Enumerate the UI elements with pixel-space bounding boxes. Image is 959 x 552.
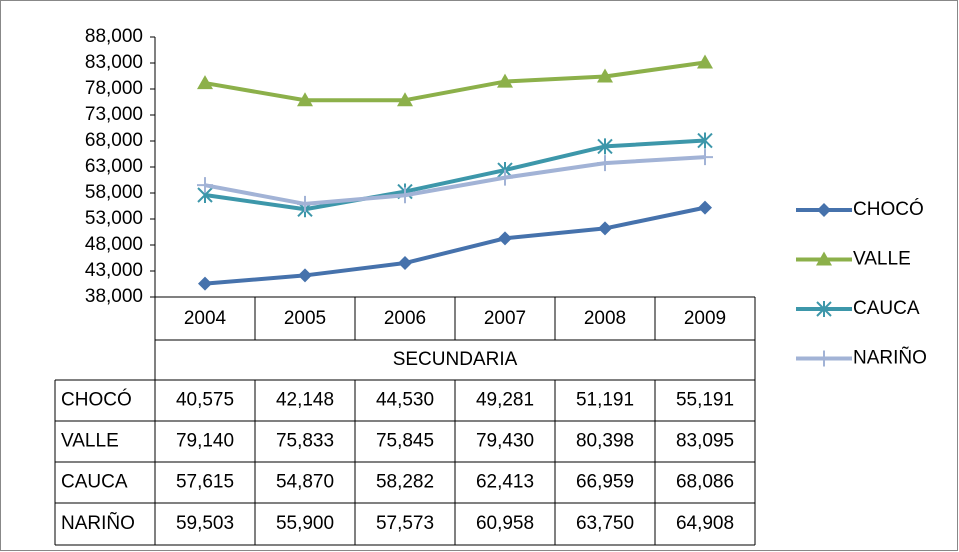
y-tick-label: 48,000	[85, 234, 143, 255]
marker	[398, 256, 412, 271]
series-line	[204, 60, 706, 103]
legend-label: CHOCÓ	[853, 198, 924, 220]
y-tick-label: 68,000	[85, 130, 143, 151]
marker	[497, 73, 513, 88]
table-cell: 79,430	[476, 431, 534, 452]
marker	[697, 54, 713, 69]
marker	[197, 75, 213, 90]
category-group-label: SECUNDARIA	[393, 349, 518, 370]
marker	[197, 177, 213, 194]
legend-entry: CAUCA	[796, 298, 920, 319]
y-tick-label: 58,000	[85, 182, 143, 203]
table-cell: 49,281	[476, 390, 534, 411]
table-cell: 44,530	[376, 390, 434, 411]
legend-entry: NARIÑO	[796, 347, 927, 369]
legend-entry: CHOCÓ	[796, 198, 924, 220]
marker	[298, 268, 312, 283]
table-cell: 55,900	[276, 513, 334, 534]
table-row-label: NARIÑO	[61, 512, 135, 534]
y-tick-label: 83,000	[85, 52, 143, 73]
marker	[698, 200, 712, 215]
table-cell: 79,140	[176, 431, 234, 452]
table-cell: 54,870	[276, 472, 334, 493]
table-cell: 80,398	[576, 431, 634, 452]
y-tick-label: 78,000	[85, 78, 143, 99]
x-tick-label: 2006	[384, 308, 426, 329]
table-row-label: VALLE	[61, 431, 119, 452]
marker	[198, 276, 212, 291]
table-cell: 57,573	[376, 513, 434, 534]
legend-entry: VALLE	[796, 249, 911, 270]
x-tick-label: 2009	[684, 308, 726, 329]
table-cell: 62,413	[476, 472, 534, 493]
table-cell: 83,095	[676, 431, 734, 452]
table-cell: 58,282	[376, 472, 434, 493]
table-cell: 66,959	[576, 472, 634, 493]
y-tick-label: 73,000	[85, 104, 143, 125]
x-tick-label: 2008	[584, 308, 626, 329]
table-cell: 63,750	[576, 513, 634, 534]
legend-label: VALLE	[853, 249, 911, 270]
marker	[297, 195, 313, 212]
y-tick-label: 43,000	[85, 260, 143, 281]
series-line	[204, 155, 706, 206]
marker	[497, 169, 513, 186]
marker	[597, 155, 613, 172]
marker	[816, 350, 832, 367]
marker	[697, 132, 713, 149]
marker	[598, 221, 612, 236]
table-cell: 51,191	[576, 390, 634, 411]
table-cell: 68,086	[676, 472, 734, 493]
legend-label: CAUCA	[853, 298, 920, 319]
table-cell: 59,503	[176, 513, 234, 534]
marker	[397, 187, 413, 204]
marker	[397, 92, 413, 107]
y-tick-label: 63,000	[85, 156, 143, 177]
x-tick-label: 2004	[184, 308, 227, 329]
table-cell: 60,958	[476, 513, 534, 534]
marker	[297, 92, 313, 107]
table-row-label: CAUCA	[61, 472, 128, 493]
marker	[697, 149, 713, 166]
legend-label: NARIÑO	[853, 347, 927, 369]
y-tick-label: 53,000	[85, 208, 143, 229]
marker	[816, 251, 832, 266]
table-cell: 55,191	[676, 390, 734, 411]
table-cell: 57,615	[176, 472, 234, 493]
y-tick-label: 88,000	[85, 26, 143, 47]
marker	[816, 301, 832, 317]
marker	[817, 203, 831, 217]
table-cell: 64,908	[676, 513, 734, 534]
table-cell: 75,845	[376, 431, 434, 452]
series-line	[204, 205, 706, 286]
x-tick-label: 2007	[484, 308, 526, 329]
table-cell: 40,575	[176, 390, 234, 411]
x-tick-label: 2005	[284, 308, 326, 329]
series-line	[204, 138, 706, 212]
table-cell: 75,833	[276, 431, 334, 452]
table-cell: 42,148	[276, 390, 334, 411]
y-tick-label: 38,000	[85, 286, 143, 307]
marker	[597, 138, 613, 155]
marker	[498, 231, 512, 246]
table-row-label: CHOCÓ	[61, 389, 132, 411]
marker	[597, 68, 613, 83]
